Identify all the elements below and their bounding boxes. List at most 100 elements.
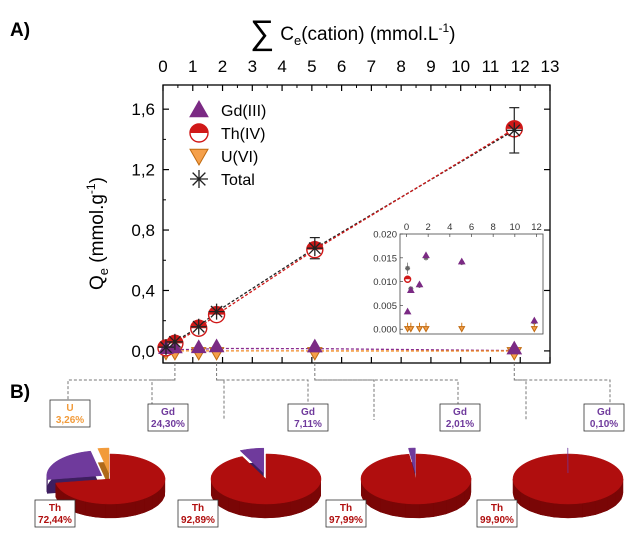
legend-marker-stroke [192,172,206,186]
connector-line [67,363,176,420]
inset-th-marker [403,275,412,283]
total-marker-stroke [508,124,521,137]
pie-slice-gd [239,447,265,474]
pie-label-value: 3,26% [56,415,84,426]
inset-y-tick-label: 0.015 [373,253,397,264]
connector-line [216,379,309,420]
pie-rim [251,502,266,519]
x-tick-label: 2 [218,57,227,76]
pie-label-name: Th [491,503,503,514]
y-tick-label: 1,6 [131,100,155,119]
inset-u-marker [530,326,538,333]
total-marker-stroke [168,335,182,348]
pie-chart [360,447,472,519]
connector-line [151,379,175,420]
total-marker [166,333,183,350]
pie-label-box [476,499,518,528]
th-line [165,128,515,349]
pie-slice-th [360,453,472,505]
inset-x-tick-label: 8 [491,222,496,233]
pie-label-value: 92,89% [181,515,215,526]
inset-gd-marker [403,307,412,315]
pie-label-value: 97,99% [329,515,363,526]
pie-label-gd: Gd0,10% [583,403,625,432]
pie-label-box [177,499,219,528]
y-tick-label: 0,0 [131,342,155,361]
inset-plot: 0 2 4 6 8 10 12 0.000 0.005 0.010 0.015 0.020 [373,222,544,336]
inset-total-marker-stroke [405,266,410,271]
connector-line [216,363,225,420]
pie-label-name: Gd [161,407,175,418]
total-marker [306,240,323,257]
legend-marker [189,148,209,167]
pie-charts: Th72,44%Gd24,30%U3,26%Th92,89%Gd7,11%Th9… [34,399,625,528]
pie-label-value: 0,10% [590,419,618,430]
x-tick-label: 5 [307,57,316,76]
x-tick-label: 4 [277,57,286,76]
pie-rim [419,502,434,519]
legend-marker [189,99,209,118]
top-axis-title: ∑ Ce(cation) (mmol.L-1) [250,14,455,52]
x-tick-label: 8 [396,57,405,76]
inset-y-tick-label: 0.000 [373,325,397,336]
total-marker-stroke [210,305,223,318]
pie-label-value: 99,90% [480,515,514,526]
pie-connectors [67,363,611,420]
pie-rim [85,501,96,518]
pie-label-box [49,399,91,428]
pie-slice-gd [46,450,103,480]
inset-y-tick-label: 0.005 [373,301,397,312]
inset-x-tick-label: 0 [404,222,409,233]
pie-label-value: 24,30% [151,419,185,430]
connector-line [314,379,459,420]
gd-marker [506,340,523,355]
inset-x-tick-label: 12 [531,222,542,233]
inset-gd-marker [415,280,424,288]
legend: Gd(III) Th(IV) U(VI) Total [189,99,266,189]
inset-u-marker [458,326,466,333]
total-marker-stroke [192,320,205,333]
pie-slice-th [210,453,322,505]
x-tick-label: 13 [541,57,560,76]
legend-marker [190,170,208,188]
pie-rim [115,502,127,519]
pie-rim [405,503,420,519]
x-tick-label: 0 [158,57,167,76]
pie-chart [512,447,624,519]
inset-x-tick-label: 6 [469,222,474,233]
total-marker-stroke [308,242,321,255]
pie-label-name: Gd [597,407,611,418]
total-marker [190,318,207,335]
pie-rim [105,503,117,519]
pie-label-box [439,403,481,432]
pie-rim [125,500,136,518]
pie-label-name: Th [192,503,204,514]
pie-label-box [147,403,189,432]
x-tick-label: 12 [511,57,530,76]
total-marker-stroke [159,341,173,354]
pie-slice-th [512,453,624,505]
pie-rim [277,501,291,518]
pie-slice-gd [408,447,416,474]
pie-rim [264,503,279,519]
pie-label-value: 7,11% [294,419,322,430]
legend-marker [189,123,209,143]
y-axis-title: Qe (mmol.g-1) [84,177,111,290]
y-tick-label: 0,4 [131,281,155,300]
gd-marker [190,339,207,354]
inset-u-marker [422,326,430,333]
inset-gd-marker [422,251,430,259]
inset-x-tick-label: 4 [447,222,452,233]
pie-label-gd: Gd7,11% [287,403,329,432]
pie-rim [553,502,569,519]
x-tick-label: 9 [426,57,435,76]
legend-label: U(VI) [221,149,258,166]
total-line [165,129,515,348]
legend-label: Gd(III) [221,103,266,120]
pie-label-name: Gd [301,407,315,418]
x-tick-label: 7 [367,57,376,76]
pie-rim [567,502,583,519]
